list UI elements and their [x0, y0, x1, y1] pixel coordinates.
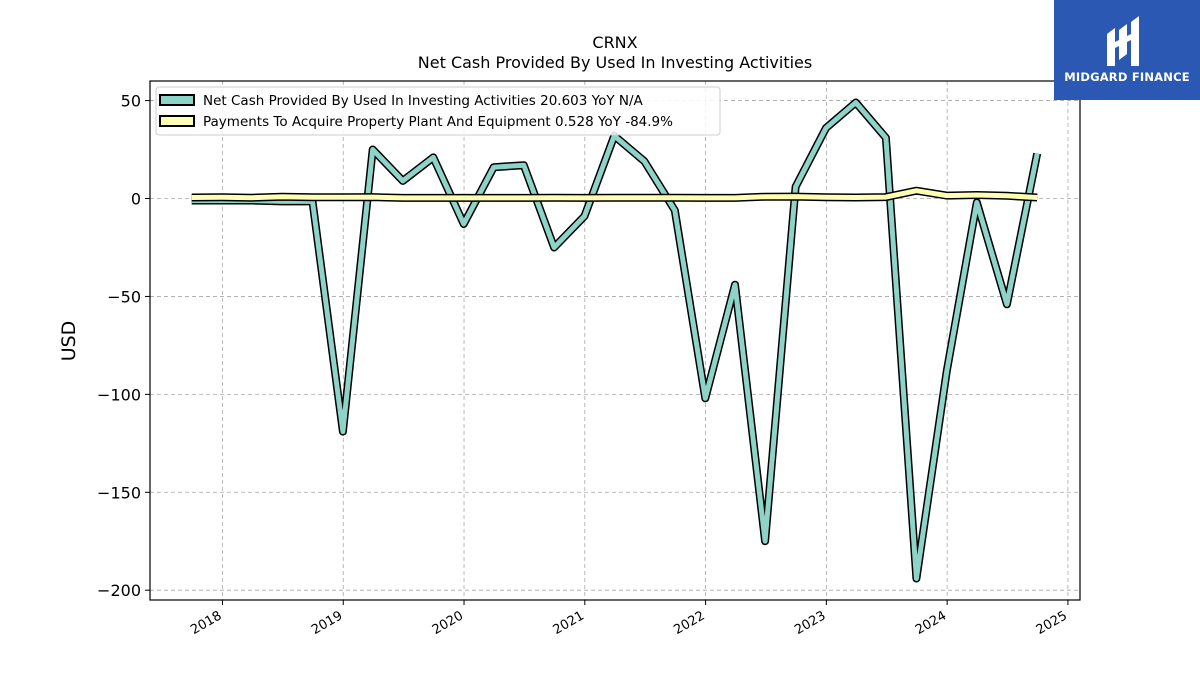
x-tick-label: 2020 [430, 608, 466, 638]
legend-label: Payments To Acquire Property Plant And E… [203, 114, 673, 130]
x-tick-label: 2024 [913, 608, 949, 638]
legend-swatch [159, 115, 195, 127]
x-tick-label: 2025 [1034, 608, 1070, 638]
chart-title: CRNX [592, 33, 637, 52]
y-axis-label: USD [58, 321, 80, 362]
x-tick-label: 2018 [188, 608, 224, 638]
series-layer [191, 98, 1042, 583]
legend-box [155, 86, 721, 136]
x-tick-label: 2023 [792, 608, 828, 638]
y-tick-label: −100 [97, 385, 141, 404]
series-2-line [191, 188, 1038, 201]
legend: Net Cash Provided By Used In Investing A… [155, 86, 721, 136]
legend-swatch [159, 94, 195, 106]
grid [150, 81, 1080, 600]
y-tick-label: −150 [97, 483, 141, 502]
brand-logo: MIDGARD FINANCE [1054, 0, 1200, 100]
brand-name: MIDGARD FINANCE [1064, 70, 1190, 84]
midgard-logo-icon [1107, 16, 1139, 66]
x-tick-label: 2021 [551, 608, 587, 638]
y-tick-label: −200 [97, 581, 141, 600]
plot-frame [149, 80, 1081, 601]
y-tick-label: −50 [107, 287, 141, 306]
chart-subtitle: Net Cash Provided By Used In Investing A… [418, 53, 812, 72]
y-tick-label: 50 [121, 92, 141, 111]
y-tick-label: 0 [131, 190, 141, 209]
x-tick-label: 2022 [671, 608, 707, 638]
x-tick-label: 2019 [309, 608, 345, 638]
axis-ticks: 50 0 −50 −100 −150 −200 2018 2019 2020 2021 2022 20… [97, 92, 1070, 638]
legend-label: Net Cash Provided By Used In Investing A… [203, 93, 644, 109]
series-1-line [191, 100, 1040, 581]
